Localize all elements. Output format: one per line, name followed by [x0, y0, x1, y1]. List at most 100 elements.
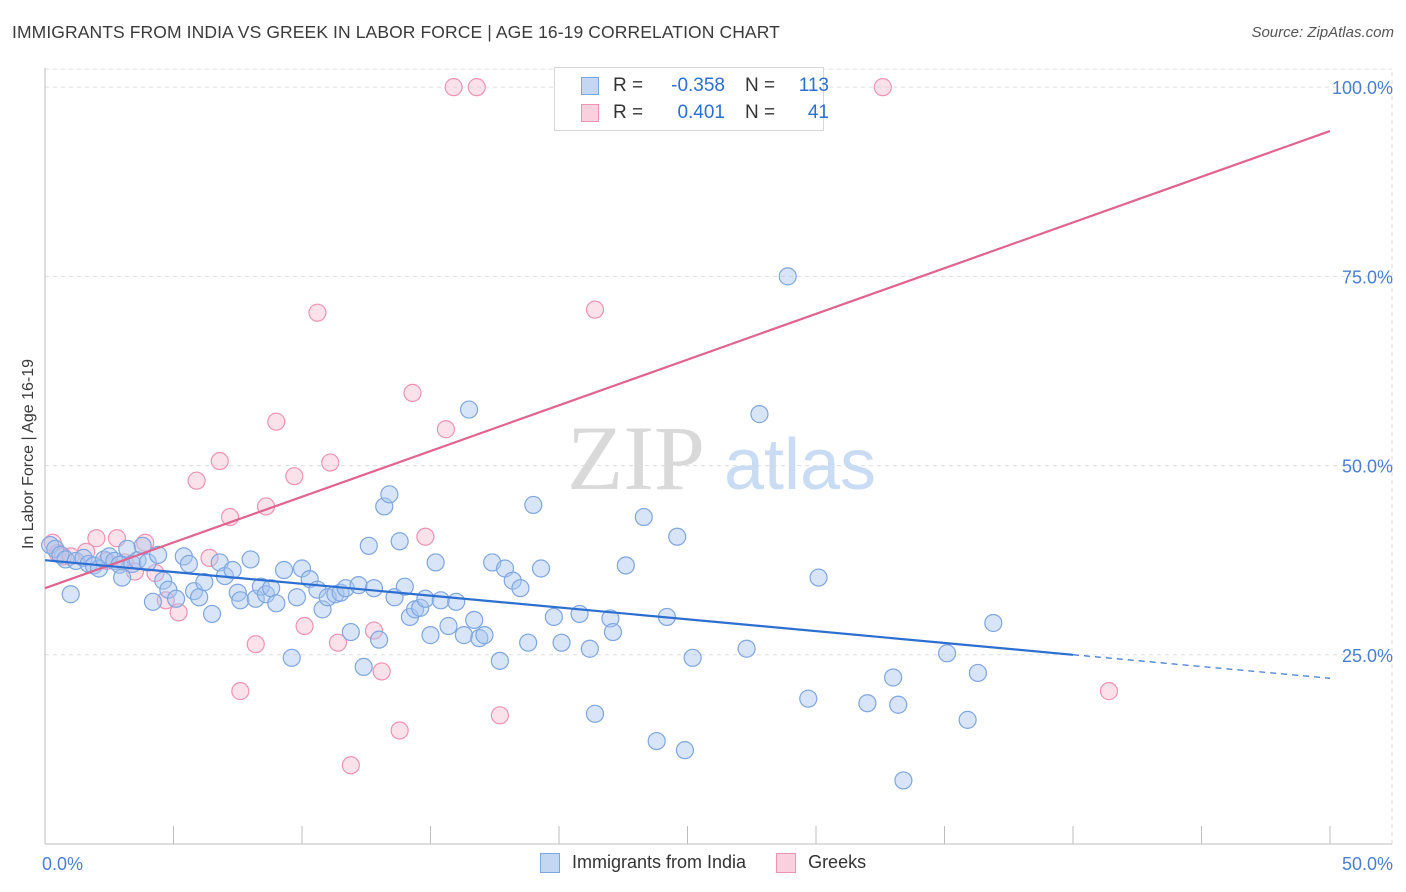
legend-n-label: N = — [745, 102, 776, 123]
x-tick-label: 50.0% — [1342, 854, 1393, 874]
y-axis-label-wrap: In Labor Force | Age 16-19 — [14, 290, 44, 630]
greek-point — [416, 527, 435, 546]
india-point — [61, 585, 80, 604]
greek-point — [87, 529, 106, 548]
legend-n-value: 41 — [807, 102, 829, 123]
india-point — [580, 639, 599, 658]
greek-point — [341, 756, 360, 775]
greek-point — [444, 78, 463, 97]
india-point — [426, 553, 445, 572]
greek-point — [372, 662, 391, 681]
india-point — [585, 704, 605, 723]
greek-point — [285, 467, 304, 486]
greek-point — [390, 721, 409, 740]
watermark: ZIP atlas — [567, 407, 876, 509]
greek-point — [328, 633, 348, 652]
legend-n-value: 113 — [798, 75, 829, 96]
chart-title: IMMIGRANTS FROM INDIA VS GREEK IN LABOR … — [12, 22, 780, 42]
india-point — [454, 626, 474, 645]
legend-row-india: R = -0.358 N = 113 — [581, 73, 829, 99]
india-point — [395, 577, 414, 596]
greek-trend-line — [44, 129, 1331, 590]
india-point — [166, 589, 186, 608]
india-point — [511, 579, 530, 598]
y-tick-label: 75.0% — [1342, 267, 1393, 287]
watermark-atlas: atlas — [724, 425, 876, 505]
india-point — [737, 639, 756, 658]
india-point — [750, 405, 769, 424]
india-point — [179, 554, 199, 574]
india-point — [416, 589, 435, 608]
x-tick-label: 0.0% — [42, 854, 83, 874]
india-point — [349, 576, 368, 595]
india-point — [190, 588, 209, 607]
india-point — [380, 485, 399, 504]
india-trend-line — [44, 559, 1074, 656]
series-legend-greek: Greeks — [776, 852, 866, 873]
india-point — [668, 527, 687, 546]
correlation-legend: R = -0.358 N = 113 R = 0.401 N = 41 — [554, 67, 829, 131]
greek-point — [308, 303, 327, 322]
legend-row-greek: R = 0.401 N = 41 — [581, 100, 829, 126]
india-point — [364, 579, 384, 598]
india-point — [287, 588, 306, 607]
india-point — [675, 741, 695, 760]
india-point — [231, 591, 250, 610]
series-legend: Immigrants from India Greeks — [540, 852, 896, 873]
y-tick-label: 25.0% — [1342, 646, 1393, 666]
legend-r-value: -0.358 — [671, 75, 725, 96]
india-point — [390, 532, 409, 551]
india-point — [341, 622, 360, 642]
india-point — [544, 607, 563, 627]
india-point — [138, 553, 157, 572]
greek-point — [490, 706, 509, 725]
india-point — [634, 507, 653, 527]
india-points — [41, 267, 1003, 790]
india-point — [894, 771, 913, 790]
greek-point — [436, 420, 456, 439]
greek-point — [267, 412, 286, 431]
india-point — [241, 550, 260, 569]
series-swatch-india — [540, 852, 560, 873]
india-point — [274, 560, 294, 580]
grid-lines — [45, 68, 1393, 844]
india-point — [195, 573, 214, 592]
india-point — [603, 622, 623, 642]
india-point — [683, 648, 702, 667]
series-label-greek: Greeks — [808, 852, 867, 872]
india-point — [958, 710, 977, 729]
series-swatch-greek — [776, 852, 797, 873]
india-point — [968, 663, 988, 683]
india-point — [475, 626, 494, 645]
india-point — [267, 594, 286, 613]
india-point — [809, 568, 828, 587]
india-point — [984, 613, 1003, 633]
india-point — [431, 591, 450, 610]
watermark-zip: ZIP — [567, 407, 705, 509]
greek-point — [231, 682, 250, 701]
india-point — [465, 610, 484, 630]
india-point — [889, 695, 908, 714]
series-legend-india: Immigrants from India — [540, 852, 746, 873]
legend-n-label: N = — [745, 75, 776, 96]
india-point — [524, 495, 543, 515]
india-point — [421, 626, 440, 645]
india-point — [202, 604, 222, 624]
india-point — [282, 648, 301, 667]
y-axis-label: In Labor Force | Age 16-19 — [20, 358, 37, 550]
india-point — [490, 651, 509, 670]
india-point — [519, 633, 538, 652]
greek-point — [200, 548, 219, 568]
india-trend-extension — [1072, 654, 1331, 679]
greek-point — [403, 383, 422, 403]
tick-labels: 25.0% 50.0% 75.0% 100.0% 0.0% 50.0% — [42, 78, 1393, 874]
greek-point — [187, 471, 206, 490]
india-point — [531, 559, 551, 578]
india-point — [799, 689, 818, 708]
greek-point — [467, 78, 486, 97]
legend-swatch-greek — [581, 104, 599, 122]
india-point — [937, 644, 957, 663]
india-point — [112, 568, 132, 587]
source-note: Source: ZipAtlas.com — [1251, 24, 1394, 41]
